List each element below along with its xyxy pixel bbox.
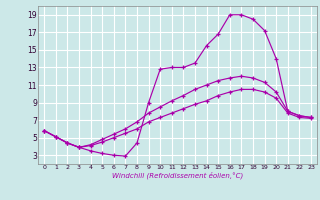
X-axis label: Windchill (Refroidissement éolien,°C): Windchill (Refroidissement éolien,°C) bbox=[112, 172, 243, 179]
